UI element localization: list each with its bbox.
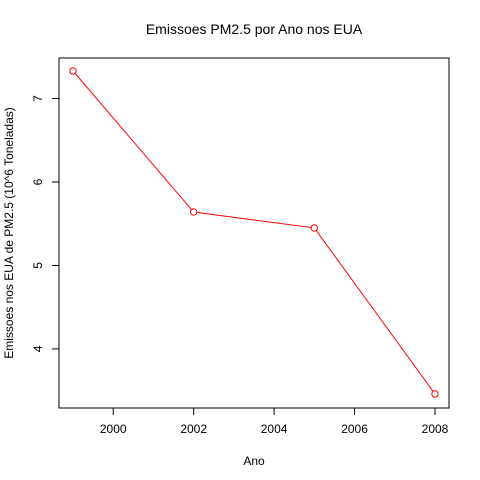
y-tick-label: 4 — [31, 345, 45, 352]
y-tick-label: 6 — [31, 178, 45, 185]
x-tick-label: 2006 — [341, 422, 368, 436]
x-axis: 2000 2002 2004 2006 2008 — [100, 407, 449, 436]
data-point — [189, 208, 198, 216]
y-tick-label: 7 — [31, 95, 45, 102]
y-tick-label: 5 — [31, 262, 45, 269]
plot-frame — [58, 57, 450, 409]
data-point — [431, 390, 439, 398]
chart-title: Emissoes PM2.5 por Ano nos EUA — [146, 21, 363, 37]
data-point — [310, 224, 319, 232]
series-line — [72, 70, 436, 395]
data-point — [69, 67, 77, 75]
x-tick-label: 2008 — [422, 422, 449, 436]
y-axis: 4 5 6 7 — [31, 95, 60, 352]
x-axis-label: Ano — [243, 454, 265, 468]
x-tick-label: 2004 — [261, 422, 288, 436]
x-tick-label: 2000 — [100, 422, 127, 436]
y-axis-label: Emissoes nos EUA de PM2.5 (10^6 Tonelada… — [2, 107, 16, 359]
x-tick-label: 2002 — [180, 422, 207, 436]
series-layer — [69, 67, 439, 398]
